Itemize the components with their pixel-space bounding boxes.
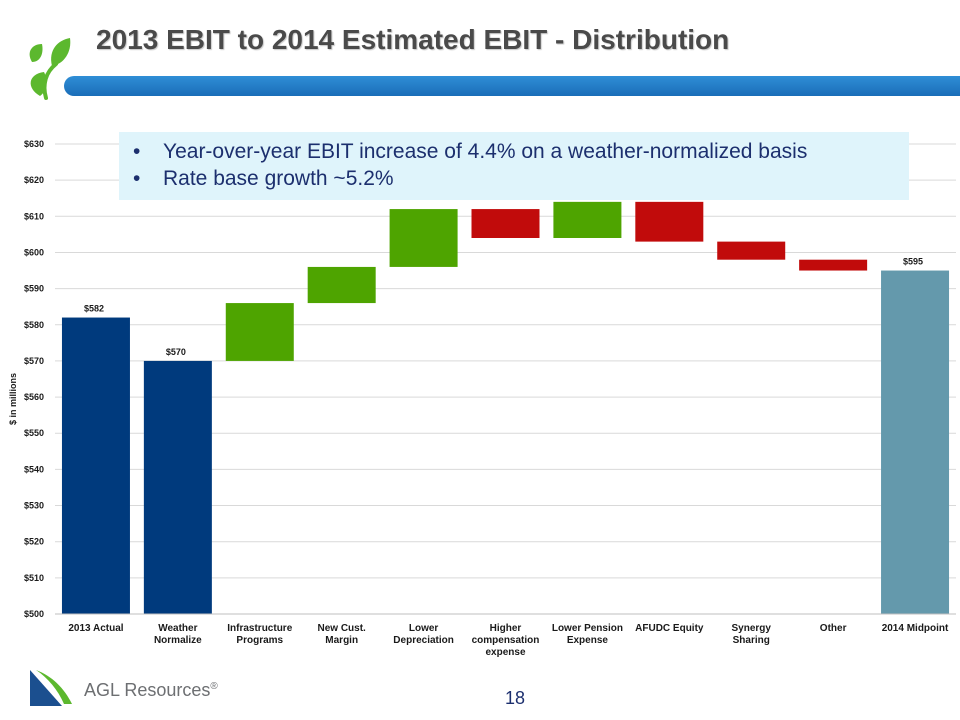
x-tick-label: Infrastructure (227, 623, 292, 634)
bar-decrease (799, 259, 868, 271)
x-tick-label: Higher (490, 623, 522, 634)
bar-increase (307, 266, 376, 304)
bar-decrease (635, 201, 704, 242)
y-tick-label: $530 (24, 501, 44, 511)
data-label: $570 (166, 347, 186, 357)
bar-total-dark (61, 317, 130, 614)
bullet-icon: • (133, 140, 141, 163)
x-tick-label: expense (485, 647, 525, 658)
bar-increase (553, 201, 622, 238)
data-label: $595 (903, 257, 923, 267)
y-tick-label: $620 (24, 175, 44, 185)
page-number: 18 (504, 688, 526, 708)
company-name: AGL Resources® (84, 680, 218, 700)
y-axis-title: $ in millions (8, 373, 18, 425)
y-tick-label: $550 (24, 428, 44, 438)
x-tick-label: Normalize (154, 635, 202, 646)
x-tick-label: 2014 Midpoint (882, 623, 949, 634)
bar-decrease (471, 209, 540, 238)
y-tick-label: $600 (24, 247, 44, 257)
agl-logo-icon (30, 670, 72, 706)
x-tick-label: Synergy (731, 623, 771, 634)
data-label: $582 (84, 304, 104, 314)
callout-box: • Year-over-year EBIT increase of 4.4% on… (119, 132, 909, 200)
y-tick-label: $580 (24, 320, 44, 330)
x-tick-label: AFUDC Equity (635, 623, 704, 634)
x-tick-label: 2013 Actual (68, 623, 123, 634)
y-tick-label: $500 (24, 609, 44, 619)
x-tick-label: Lower Pension (552, 623, 623, 634)
y-tick-label: $590 (24, 284, 44, 294)
y-tick-label: $560 (24, 392, 44, 402)
x-tick-label: Other (820, 623, 847, 634)
x-tick-label: Lower (409, 623, 439, 634)
callout-bullet: • Rate base growth ~5.2% (133, 165, 909, 192)
callout-bullet: • Year-over-year EBIT increase of 4.4% on… (133, 138, 909, 165)
callout-text: Rate base growth ~5.2% (163, 167, 394, 190)
bullet-icon: • (133, 167, 141, 190)
x-tick-label: Sharing (733, 635, 770, 646)
bar-total-dark (143, 360, 212, 614)
bar-increase (389, 209, 458, 267)
x-tick-label: Expense (567, 635, 609, 646)
bar-increase (225, 303, 294, 361)
page-title: 2013 EBIT to 2014 Estimated EBIT - Distr… (96, 24, 730, 55)
title-bar (64, 76, 960, 96)
x-tick-label: Margin (325, 635, 358, 646)
y-tick-label: $630 (24, 139, 44, 149)
x-tick-label: New Cust. (318, 623, 367, 634)
x-tick-label: Programs (236, 635, 283, 646)
y-tick-label: $570 (24, 356, 44, 366)
bar-total-light (881, 270, 950, 614)
y-tick-label: $510 (24, 573, 44, 583)
callout-text: Year-over-year EBIT increase of 4.4% on … (163, 140, 808, 163)
x-tick-label: Weather (158, 623, 197, 634)
y-tick-label: $520 (24, 537, 44, 547)
y-tick-label: $540 (24, 464, 44, 474)
x-tick-label: Depreciation (393, 635, 454, 646)
leaf-logo-icon (29, 38, 71, 100)
bar-decrease (717, 241, 786, 260)
x-tick-label: compensation (472, 635, 540, 646)
y-tick-label: $610 (24, 211, 44, 221)
